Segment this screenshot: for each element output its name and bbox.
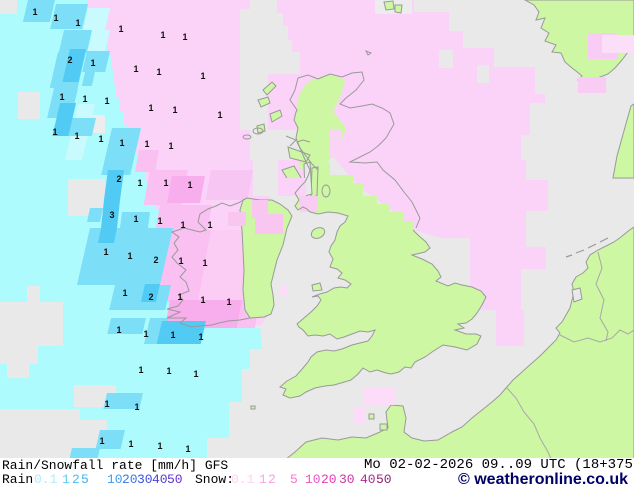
svg-text:1: 1 bbox=[168, 141, 173, 151]
svg-text:1: 1 bbox=[133, 64, 138, 74]
svg-text:1: 1 bbox=[180, 220, 185, 230]
svg-text:1: 1 bbox=[32, 7, 37, 17]
svg-text:1: 1 bbox=[157, 216, 162, 226]
svg-text:1: 1 bbox=[172, 105, 177, 115]
svg-text:1: 1 bbox=[170, 330, 175, 340]
svg-text:1: 1 bbox=[103, 247, 108, 257]
svg-text:1: 1 bbox=[148, 103, 153, 113]
svg-text:1: 1 bbox=[138, 365, 143, 375]
svg-text:1: 1 bbox=[99, 436, 104, 446]
svg-text:1: 1 bbox=[200, 71, 205, 81]
svg-text:2: 2 bbox=[148, 292, 153, 302]
svg-text:1: 1 bbox=[182, 32, 187, 42]
svg-text:1: 1 bbox=[217, 110, 222, 120]
svg-text:1: 1 bbox=[82, 94, 87, 104]
svg-text:1: 1 bbox=[177, 292, 182, 302]
svg-text:1: 1 bbox=[118, 24, 123, 34]
svg-text:2: 2 bbox=[153, 255, 158, 265]
svg-text:1: 1 bbox=[198, 332, 203, 342]
svg-text:1: 1 bbox=[200, 295, 205, 305]
svg-text:1: 1 bbox=[104, 96, 109, 106]
svg-text:1: 1 bbox=[104, 399, 109, 409]
svg-text:1: 1 bbox=[119, 138, 124, 148]
svg-text:1: 1 bbox=[137, 178, 142, 188]
svg-text:1: 1 bbox=[202, 258, 207, 268]
svg-text:2: 2 bbox=[67, 55, 72, 65]
svg-text:1: 1 bbox=[52, 127, 57, 137]
svg-text:1: 1 bbox=[59, 92, 64, 102]
svg-text:1: 1 bbox=[53, 13, 58, 23]
svg-text:1: 1 bbox=[166, 366, 171, 376]
svg-text:1: 1 bbox=[185, 444, 190, 454]
svg-text:1: 1 bbox=[134, 402, 139, 412]
svg-text:1: 1 bbox=[122, 288, 127, 298]
svg-text:1: 1 bbox=[74, 131, 79, 141]
svg-text:1: 1 bbox=[90, 58, 95, 68]
svg-text:1: 1 bbox=[133, 214, 138, 224]
svg-text:1: 1 bbox=[187, 180, 192, 190]
svg-text:1: 1 bbox=[157, 441, 162, 451]
svg-text:2: 2 bbox=[116, 174, 121, 184]
svg-text:1: 1 bbox=[143, 329, 148, 339]
svg-text:1: 1 bbox=[163, 178, 168, 188]
svg-text:1: 1 bbox=[178, 256, 183, 266]
svg-text:1: 1 bbox=[127, 251, 132, 261]
svg-text:1: 1 bbox=[156, 67, 161, 77]
svg-text:1: 1 bbox=[116, 325, 121, 335]
svg-text:1: 1 bbox=[75, 18, 80, 28]
svg-text:1: 1 bbox=[98, 134, 103, 144]
svg-text:1: 1 bbox=[207, 220, 212, 230]
svg-text:1: 1 bbox=[226, 297, 231, 307]
svg-text:1: 1 bbox=[144, 139, 149, 149]
svg-text:1: 1 bbox=[193, 369, 198, 379]
svg-text:1: 1 bbox=[160, 30, 165, 40]
svg-text:1: 1 bbox=[128, 439, 133, 449]
svg-text:3: 3 bbox=[109, 210, 114, 220]
